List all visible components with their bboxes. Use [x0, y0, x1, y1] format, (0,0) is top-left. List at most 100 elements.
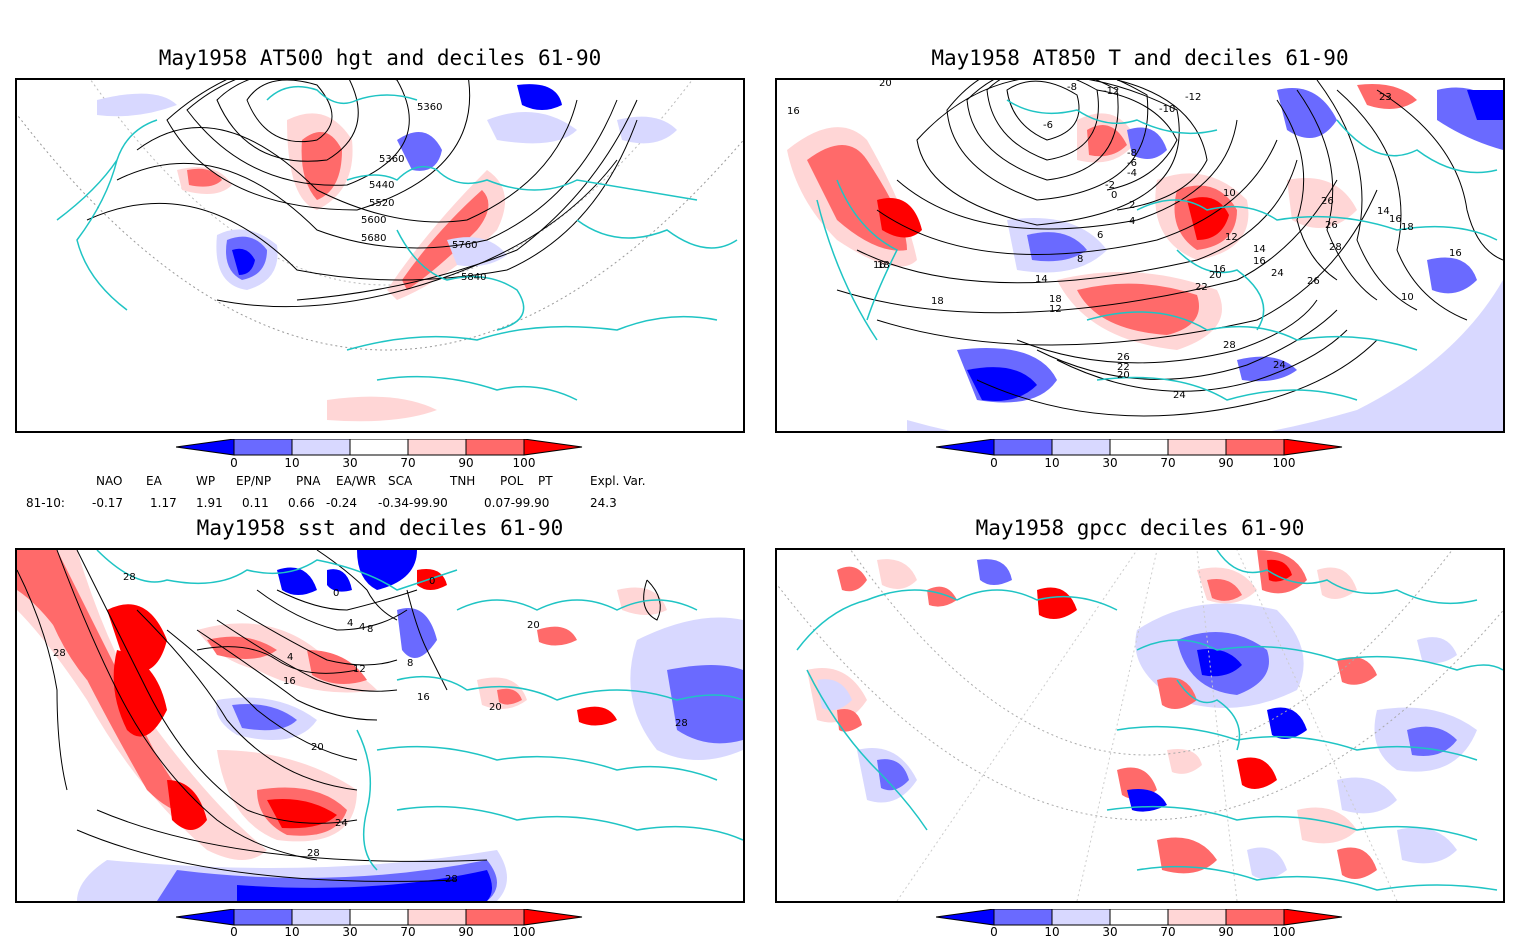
contour-label: 23 [1379, 92, 1392, 103]
contour-label: 22 [1117, 362, 1130, 373]
contour-label: 5440 [369, 180, 394, 191]
contour-label: -6 [1127, 158, 1137, 169]
map-panel-at850: 20 16 -8 -12 -10 -12 -6 23 18 -8 -6 -4 -… [775, 78, 1505, 433]
contour-label: 18 [931, 296, 944, 307]
contour-label: 5520 [369, 198, 394, 209]
colorbar-gpcc: 0 10 30 70 90 100 [935, 908, 1346, 940]
index-header: PT [538, 474, 553, 488]
colorbar-tick-label: 100 [512, 925, 536, 939]
contour-label: 24 [335, 818, 348, 829]
contour-label: 4 [347, 618, 353, 629]
contour-label: 28 [445, 874, 458, 885]
colorbar-tick-label: 70 [1160, 925, 1176, 939]
index-header: NAO [96, 474, 123, 488]
contour-label: 20 [1117, 370, 1130, 381]
map-sst-svg: 28 28 0 0 4 4 8 4 12 16 8 16 20 20 24 28… [17, 550, 743, 901]
contour-label: 28 [1329, 242, 1342, 253]
contour-label: 28 [675, 718, 688, 729]
contour-label: 14 [1377, 206, 1390, 217]
contour-label: 20 [311, 742, 324, 753]
colorbar-tick-label: 100 [1272, 456, 1296, 470]
index-value: 1.17 [150, 496, 177, 510]
contour-label: 16 [1389, 214, 1402, 225]
colorbar-tick-label: 90 [1218, 925, 1234, 939]
contour-label: 14 [1035, 274, 1048, 285]
colorbar-tick-label: 30 [342, 925, 358, 939]
index-header: TNH [450, 474, 476, 488]
contour-label: 10 [1223, 188, 1236, 199]
contour-label: 16 [787, 106, 800, 117]
index-header: SCA [388, 474, 413, 488]
colorbar-tick-label: 90 [458, 456, 474, 470]
contour-label: 26 [1307, 276, 1320, 287]
contour-label: 16 [1449, 248, 1462, 259]
contour-label: 4 [359, 622, 365, 633]
contour-label: 5360 [379, 154, 404, 165]
panel-title-gpcc: May1958 gpcc deciles 61-90 [975, 516, 1305, 540]
contour-label: 5360 [417, 102, 442, 113]
contour-label: -12 [1185, 92, 1201, 103]
colorbar-sst-svg [175, 908, 583, 926]
contour-label: 24 [1173, 390, 1186, 401]
contour-label: 26 [1117, 352, 1130, 363]
contour-label: 5600 [361, 215, 386, 226]
index-header: Expl. Var. [590, 474, 646, 488]
contour-label: 8 [367, 624, 373, 635]
contour-label: 8 [407, 658, 413, 669]
index-value: 0.66 [288, 496, 315, 510]
colorbar-at850-svg [935, 438, 1343, 456]
contour-label: 14 [1253, 244, 1266, 255]
contour-label: 20 [879, 80, 892, 89]
colorbar-at850: 0 10 30 70 90 100 [935, 438, 1346, 471]
contour-label: 20 [527, 620, 540, 631]
colorbar-tick-label: 10 [1044, 925, 1060, 939]
contour-label: 8 [1077, 254, 1083, 265]
colorbar-gpcc-svg [935, 908, 1343, 926]
contour-label: 16 [1253, 256, 1266, 267]
contour-label: -12 [1103, 86, 1119, 97]
panel-title-at500: May1958 AT500 hgt and deciles 61-90 [158, 46, 602, 70]
contour-label: 12 [1225, 232, 1238, 243]
contour-label: 12 [1049, 304, 1062, 315]
colorbar-tick-label: 30 [1102, 456, 1118, 470]
colorbar-tick-label: 70 [400, 925, 416, 939]
colorbar-tick-label: 0 [990, 456, 998, 470]
index-value: -0.34-99.90 [378, 496, 448, 510]
contour-label: 10 [1401, 292, 1414, 303]
colorbar-tick-label: 30 [342, 456, 358, 470]
index-value: 0.11 [242, 496, 269, 510]
contour-label: -8 [1127, 148, 1137, 159]
colorbar-at500-svg [175, 438, 583, 456]
contour-label: 16 [283, 676, 296, 687]
colorbar-tick-label: 70 [1160, 456, 1176, 470]
colorbar-tick-label: 0 [230, 925, 238, 939]
contour-label: 20 [1209, 270, 1222, 281]
colorbar-tick-label: 90 [458, 925, 474, 939]
map-at500-svg: 5360 5360 5440 5520 5600 5680 5760 5840 [17, 80, 743, 422]
contour-label: 6 [1097, 230, 1103, 241]
colorbar-tick-label: 10 [284, 925, 300, 939]
contour-label: 18 [1049, 294, 1062, 305]
index-value: 1.91 [196, 496, 223, 510]
colorbar-tick-label: 100 [1272, 925, 1296, 939]
colorbar-tick-label: 100 [512, 456, 536, 470]
contour-label: -4 [1127, 168, 1137, 179]
contour-label: 2 [1129, 200, 1135, 211]
contour-label: 5840 [461, 272, 486, 283]
index-value: -0.24 [326, 496, 358, 510]
contour-label: 12 [353, 664, 366, 675]
panel-title-sst: May1958 sst and deciles 61-90 [196, 516, 564, 540]
contour-label: 24 [1271, 268, 1284, 279]
index-header: EA [146, 474, 162, 488]
contour-label: 0 [429, 576, 435, 587]
contour-label: 16 [417, 692, 430, 703]
contour-label: -8 [1067, 82, 1077, 93]
colorbar-tick-label: 70 [400, 456, 416, 470]
contour-label: 26 [1325, 220, 1338, 231]
index-header: EA/WR [336, 474, 377, 488]
contour-label: 0 [333, 588, 339, 599]
contour-label: 16 [1213, 264, 1226, 275]
contour-label: -2 [1105, 180, 1115, 191]
colorbar-tick-label: 90 [1218, 456, 1234, 470]
contour-label: -10 [1159, 104, 1175, 115]
